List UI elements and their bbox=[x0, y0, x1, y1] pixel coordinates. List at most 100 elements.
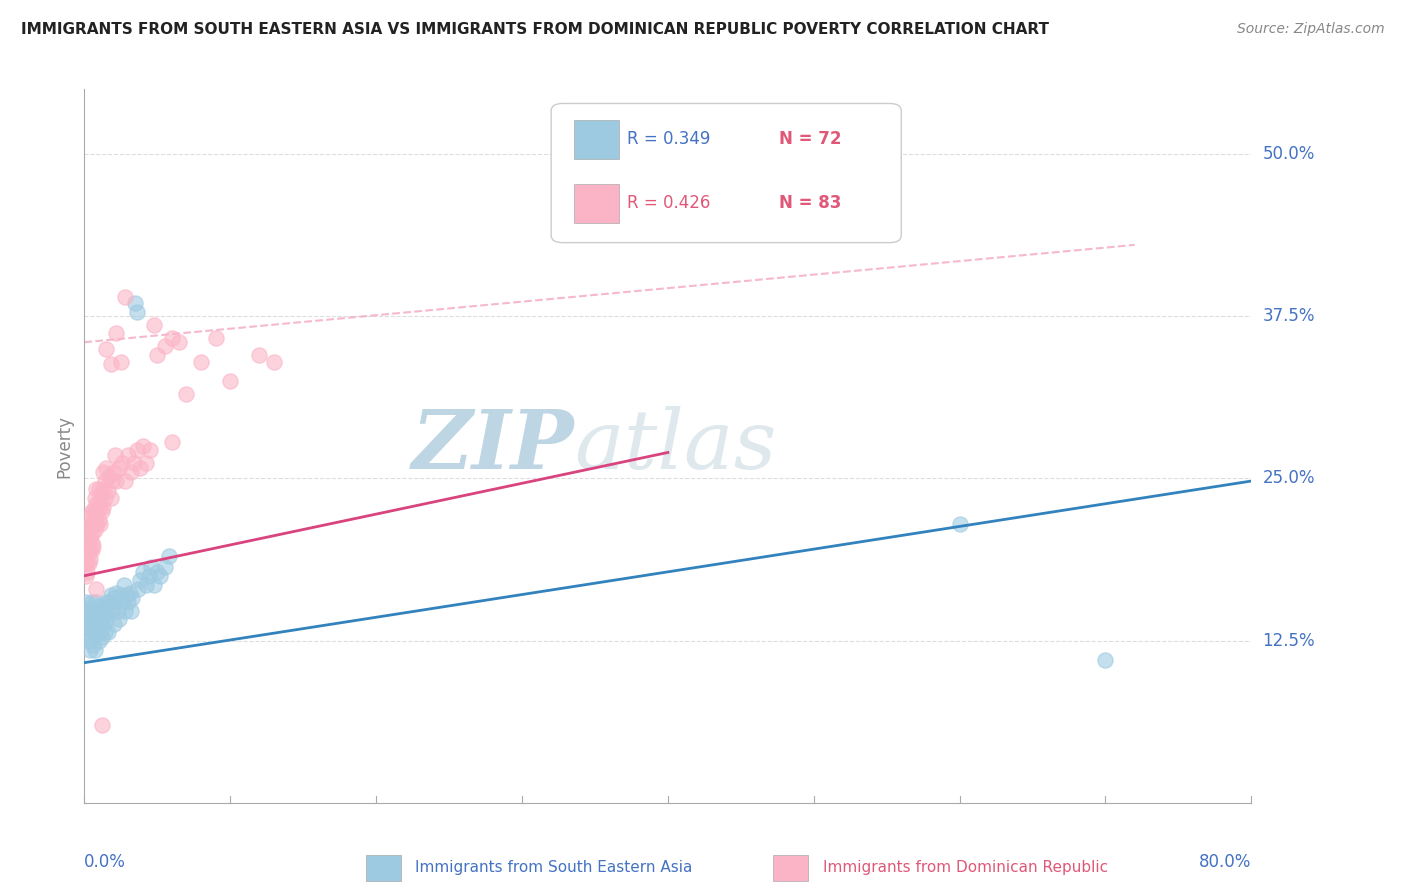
Point bbox=[82, 638, 104, 652]
Point bbox=[90, 487, 112, 501]
Point bbox=[114, 604, 136, 618]
Point bbox=[117, 595, 139, 609]
Text: N = 72: N = 72 bbox=[779, 130, 841, 148]
Point bbox=[90, 718, 112, 732]
Point bbox=[146, 348, 169, 362]
Point bbox=[80, 516, 103, 531]
Text: R = 0.426: R = 0.426 bbox=[627, 194, 710, 212]
Point bbox=[94, 474, 117, 488]
Point bbox=[176, 387, 198, 401]
Point bbox=[103, 591, 125, 605]
Point bbox=[219, 374, 242, 388]
Point bbox=[124, 296, 146, 310]
Point bbox=[84, 482, 107, 496]
Point bbox=[86, 621, 108, 635]
Point bbox=[75, 607, 97, 622]
Point bbox=[125, 305, 148, 319]
Point bbox=[108, 461, 131, 475]
Point bbox=[89, 607, 111, 622]
Point bbox=[132, 565, 155, 579]
Point bbox=[87, 495, 110, 509]
Point bbox=[103, 616, 125, 631]
Point bbox=[75, 556, 97, 570]
Point bbox=[128, 573, 150, 587]
Point bbox=[77, 633, 100, 648]
Point bbox=[76, 565, 98, 579]
Point bbox=[79, 621, 101, 635]
Point bbox=[141, 559, 163, 574]
Point bbox=[117, 448, 139, 462]
Text: 25.0%: 25.0% bbox=[1263, 469, 1315, 487]
Point bbox=[79, 552, 101, 566]
Point bbox=[143, 578, 166, 592]
Point bbox=[79, 642, 101, 657]
Point bbox=[104, 448, 127, 462]
Point bbox=[97, 484, 120, 499]
Point bbox=[111, 595, 134, 609]
Point bbox=[87, 616, 110, 631]
FancyBboxPatch shape bbox=[575, 184, 619, 223]
Point bbox=[76, 542, 98, 557]
Y-axis label: Poverty: Poverty bbox=[55, 415, 73, 477]
Point bbox=[80, 525, 103, 540]
Point bbox=[127, 582, 149, 596]
FancyBboxPatch shape bbox=[575, 120, 619, 159]
Point bbox=[82, 504, 104, 518]
Point bbox=[100, 491, 122, 505]
Point bbox=[86, 504, 108, 518]
Point bbox=[84, 611, 107, 625]
Point bbox=[107, 604, 129, 618]
Point bbox=[138, 568, 160, 582]
Point bbox=[83, 607, 105, 622]
Point bbox=[84, 582, 107, 596]
Point bbox=[83, 491, 105, 505]
Point bbox=[83, 524, 105, 538]
Point bbox=[89, 516, 111, 531]
Point bbox=[77, 604, 100, 618]
Point bbox=[77, 616, 100, 631]
Point bbox=[121, 591, 143, 605]
Point bbox=[77, 524, 100, 538]
Point bbox=[103, 465, 125, 479]
Point bbox=[94, 604, 117, 618]
Point bbox=[263, 354, 285, 368]
Point bbox=[143, 318, 166, 333]
Point bbox=[80, 630, 103, 644]
Point bbox=[247, 348, 270, 362]
Point bbox=[167, 335, 190, 350]
Point bbox=[149, 568, 172, 582]
Point bbox=[125, 442, 148, 457]
Point bbox=[98, 595, 121, 609]
Point bbox=[132, 439, 155, 453]
Point bbox=[83, 624, 105, 639]
Point bbox=[76, 525, 98, 540]
Text: 37.5%: 37.5% bbox=[1263, 307, 1315, 326]
Point bbox=[105, 585, 128, 599]
Point bbox=[80, 614, 103, 628]
Point bbox=[120, 604, 142, 618]
Point bbox=[153, 559, 176, 574]
Point bbox=[80, 504, 103, 518]
Point bbox=[82, 604, 104, 618]
Text: N = 83: N = 83 bbox=[779, 194, 841, 212]
Point bbox=[135, 456, 157, 470]
Point bbox=[96, 342, 118, 356]
Point bbox=[84, 497, 107, 511]
Point bbox=[115, 588, 138, 602]
Point bbox=[97, 604, 120, 618]
Point bbox=[76, 627, 98, 641]
Point bbox=[82, 516, 104, 531]
Point bbox=[122, 456, 145, 470]
Point bbox=[111, 456, 134, 470]
Text: IMMIGRANTS FROM SOUTH EASTERN ASIA VS IMMIGRANTS FROM DOMINICAN REPUBLIC POVERTY: IMMIGRANTS FROM SOUTH EASTERN ASIA VS IM… bbox=[21, 22, 1049, 37]
Point bbox=[1094, 653, 1116, 667]
Point bbox=[135, 578, 157, 592]
Text: 0.0%: 0.0% bbox=[84, 853, 127, 871]
Point bbox=[79, 530, 101, 544]
Point bbox=[87, 633, 110, 648]
Point bbox=[82, 616, 104, 631]
Point bbox=[160, 435, 183, 450]
Point bbox=[80, 542, 103, 557]
Point bbox=[139, 442, 162, 457]
Text: atlas: atlas bbox=[575, 406, 778, 486]
